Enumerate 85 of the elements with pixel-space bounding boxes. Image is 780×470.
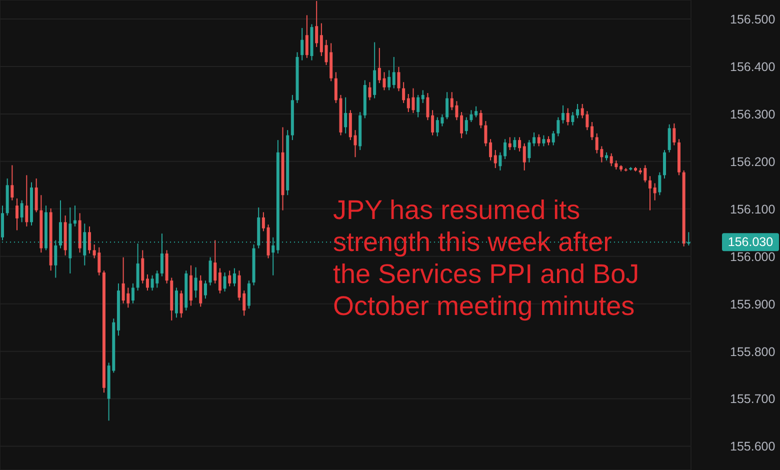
candlestick [672, 122, 676, 146]
annotation: JPY has resumed its strength this week after the Services PPI and BoJ October meeting minutes [333, 194, 640, 322]
candlestick [460, 112, 464, 139]
candlestick [562, 104, 565, 124]
candlestick [368, 82, 372, 101]
candlestick [15, 198, 18, 231]
candlestick [218, 268, 222, 294]
candlestick [431, 110, 434, 136]
candlestick [402, 82, 406, 104]
candlestick [571, 112, 574, 126]
candlestick [504, 138, 507, 160]
candlestick [610, 152, 613, 167]
candlestick [88, 226, 91, 254]
candlestick [421, 90, 424, 104]
candlestick [194, 266, 198, 298]
candlestick [146, 274, 149, 292]
candlestick [223, 272, 226, 292]
candlestick [542, 134, 546, 147]
candlestick [653, 182, 656, 201]
candlestick [199, 274, 202, 308]
candlestick [180, 290, 183, 318]
candlestick [484, 120, 488, 147]
candlestick [426, 92, 430, 121]
candlestick [34, 178, 38, 213]
candlestick [208, 256, 212, 286]
y-tick-label: 156.500 [730, 12, 776, 26]
candlestick [10, 164, 14, 201]
candlestick [174, 287, 178, 318]
candlestick [464, 116, 468, 135]
candlestick [25, 174, 28, 227]
y-tick-label: 155.600 [730, 440, 776, 454]
candlestick [547, 136, 550, 146]
candlestick [320, 22, 323, 57]
candlestick [590, 122, 594, 141]
candlestick [232, 268, 236, 287]
candlestick [131, 282, 134, 304]
y-tick-label: 155.800 [730, 344, 776, 359]
candlestick [305, 14, 308, 58]
candlestick [141, 250, 144, 284]
candlestick [522, 142, 526, 171]
candlestick [20, 200, 24, 223]
candlestick [479, 110, 482, 129]
candlestick [552, 130, 555, 146]
candlestick [668, 124, 671, 153]
candlestick [508, 136, 512, 151]
candlestick [576, 103, 580, 119]
y-tick-label: 156.100 [730, 202, 776, 216]
candlestick [73, 205, 76, 227]
candlestick [494, 150, 497, 169]
candlestick [388, 70, 391, 91]
ref-line-label: 156.030 [728, 235, 774, 250]
candlestick [300, 28, 304, 61]
candlestick [663, 150, 666, 180]
candlestick [474, 106, 478, 118]
candlestick [228, 270, 232, 287]
y-tick-label: 155.700 [730, 392, 776, 406]
candlestick [489, 138, 492, 161]
candlestick [392, 56, 396, 89]
y-tick-label: 156.300 [730, 107, 776, 122]
candlestick [446, 92, 449, 120]
candlestick [532, 132, 536, 147]
candlestick [513, 136, 516, 151]
candlestick [397, 66, 400, 92]
y-tick-label: 156.400 [730, 60, 776, 74]
candlestick [247, 280, 250, 310]
candlestick [334, 72, 338, 104]
candlestick [658, 172, 662, 196]
candlestick [416, 94, 420, 118]
candlestick [614, 160, 618, 170]
y-tick-label: 156.200 [730, 154, 776, 169]
candlestick [204, 280, 207, 300]
candlestick [518, 136, 522, 152]
candlestick [537, 134, 540, 147]
candlestick [315, 0, 318, 48]
y-tick-label: 155.900 [730, 297, 776, 312]
candlestick [566, 108, 570, 126]
candlestick [648, 176, 652, 211]
candlestick [344, 96, 348, 134]
candlestick [262, 212, 265, 232]
candlestick [214, 240, 217, 284]
candlestick [470, 110, 473, 123]
candlestick [556, 116, 560, 137]
y-tick-label: 156.000 [730, 250, 776, 264]
candlestick [498, 152, 502, 171]
candlestick [528, 140, 531, 163]
